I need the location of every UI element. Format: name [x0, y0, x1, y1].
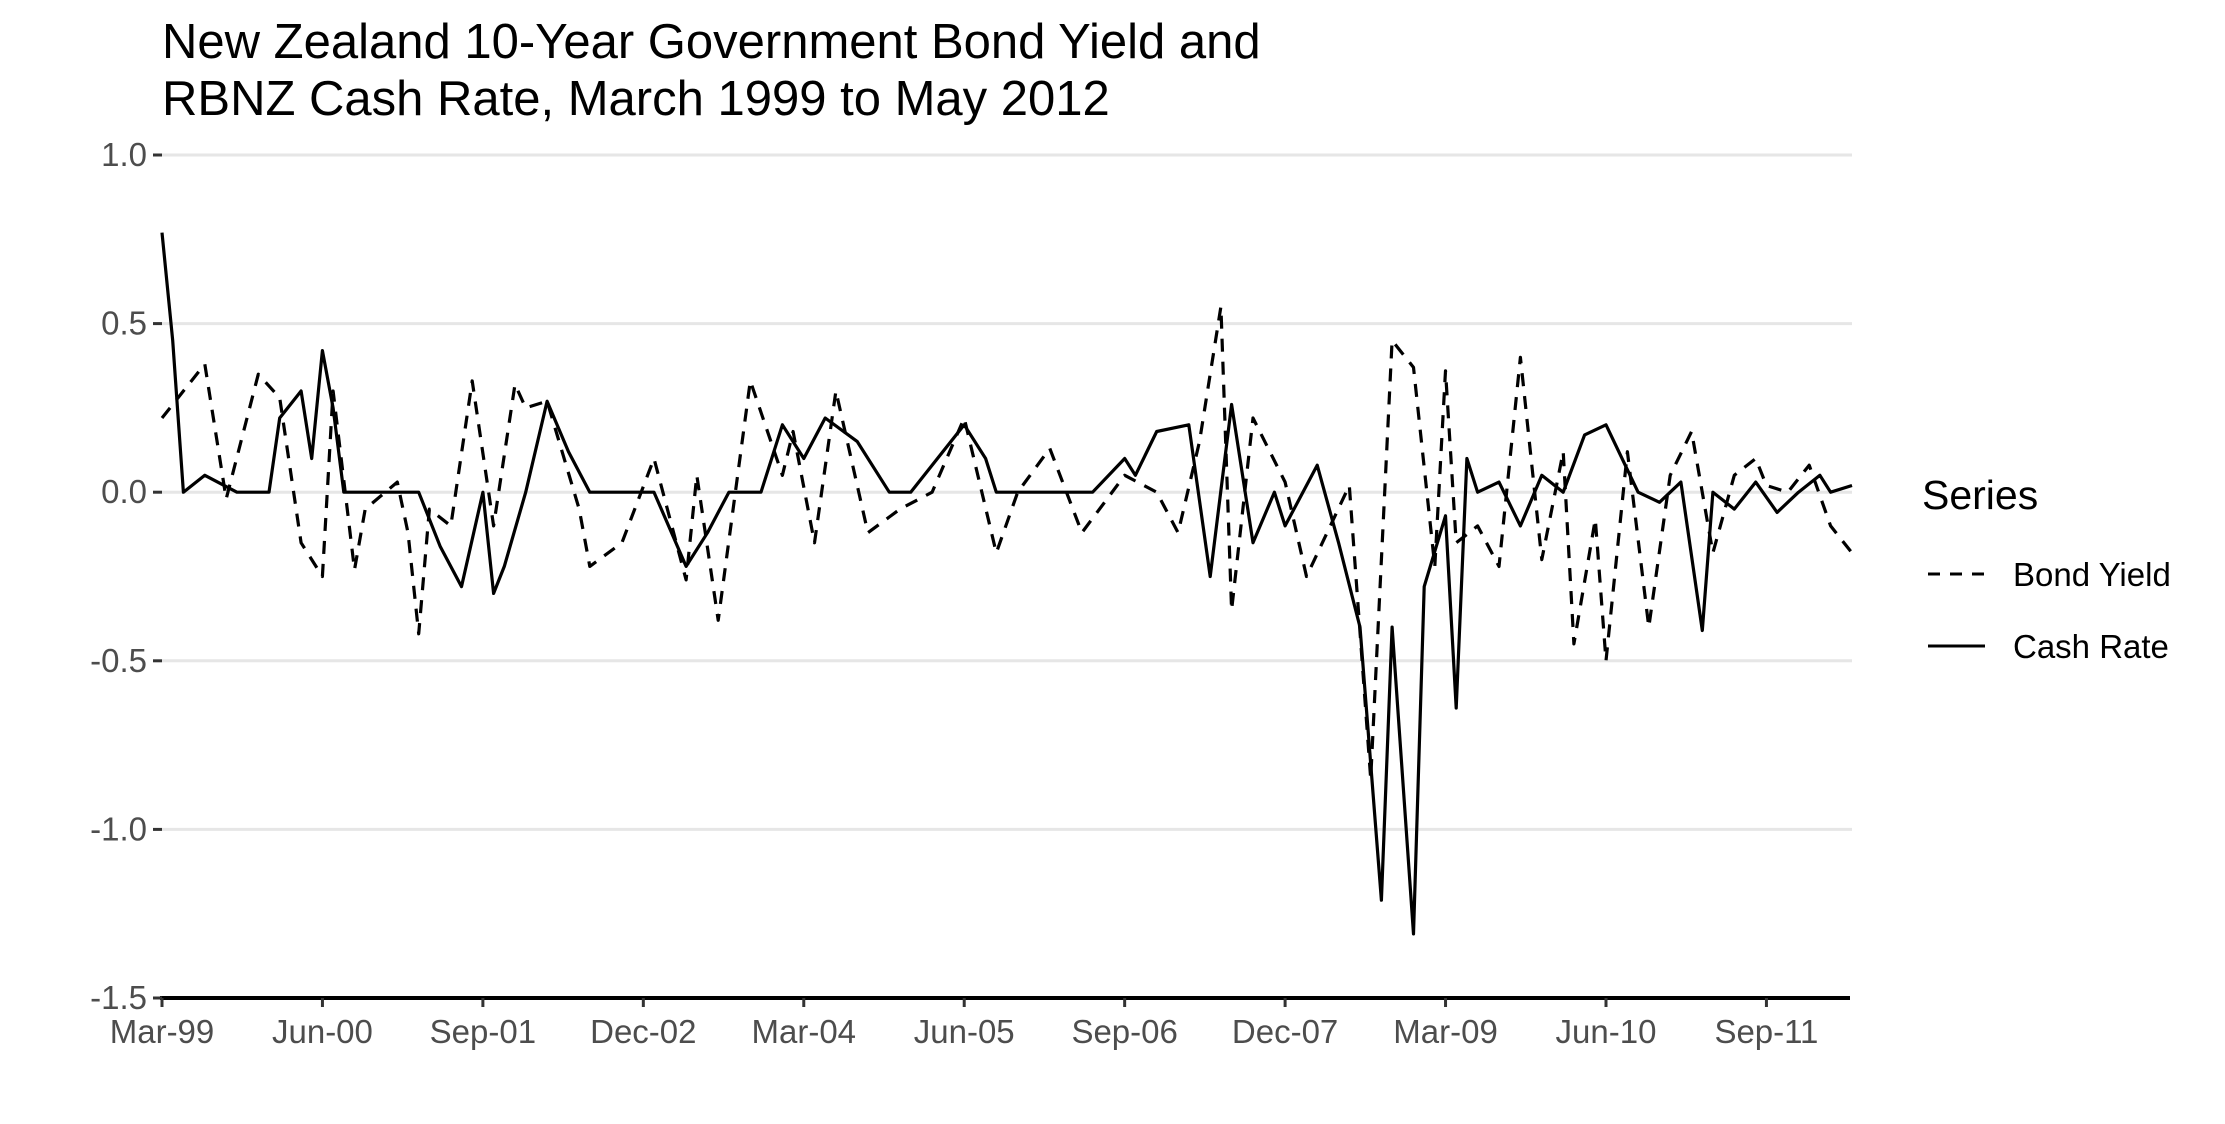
- legend-label-bond-yield: Bond Yield: [2013, 556, 2171, 593]
- series-line-bond-yield: [160, 305, 1854, 781]
- legend-label-cash-rate: Cash Rate: [2013, 628, 2169, 665]
- x-tick-label: Mar-04: [752, 1013, 857, 1050]
- chart-title: New Zealand 10-Year Government Bond Yiel…: [162, 15, 1261, 126]
- x-tick-label: Sep-06: [1071, 1013, 1177, 1050]
- x-tick-label: Dec-07: [1232, 1013, 1338, 1050]
- y-tick-label: -1.5: [90, 979, 147, 1016]
- x-tick-label: Mar-99: [110, 1013, 215, 1050]
- y-tick-label: 0.0: [101, 473, 147, 510]
- x-tick-label: Sep-01: [430, 1013, 536, 1050]
- series-lines: [160, 232, 1854, 936]
- y-tick-label: -1.0: [90, 810, 147, 847]
- legend: Series Bond Yield Cash Rate: [1922, 472, 2171, 665]
- x-tick-label: Jun-10: [1556, 1013, 1657, 1050]
- series-line-cash-rate: [160, 232, 1853, 936]
- x-axis-ticks: Mar-99 Jun-00 Sep-01 Dec-02 Mar-04 Jun-05 Sep-…: [110, 998, 1818, 1050]
- y-tick-label: 0.5: [101, 305, 147, 342]
- y-axis-ticks: 1.0 0.5 0.0 -0.5 -1.0 -1.5: [90, 136, 162, 1016]
- x-tick-label: Sep-11: [1714, 1013, 1818, 1050]
- x-tick-label: Mar-09: [1393, 1013, 1498, 1050]
- y-tick-label: 1.0: [101, 136, 147, 173]
- x-tick-label: Dec-02: [590, 1013, 696, 1050]
- legend-title: Series: [1922, 472, 2038, 518]
- y-tick-label: -0.5: [90, 642, 147, 679]
- x-tick-label: Jun-05: [914, 1013, 1015, 1050]
- x-tick-label: Jun-00: [272, 1013, 373, 1050]
